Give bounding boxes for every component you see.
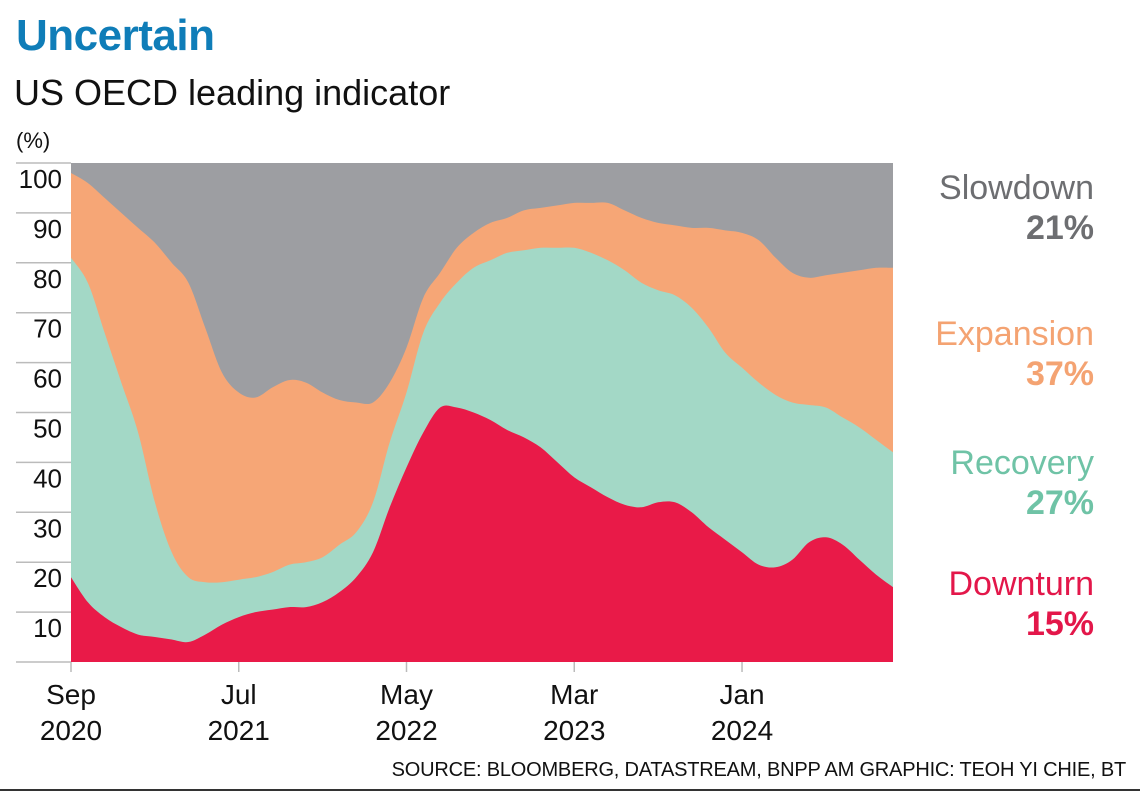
x-axis-ticks: Sep 2020 Jul 2021 May 2022 Mar 2023 Jan 2024 xyxy=(40,662,773,746)
x-tick-label-year: 2024 xyxy=(711,715,773,746)
y-tick-label: 100 xyxy=(19,164,62,194)
legend-expansion-label: Expansion xyxy=(935,315,1094,353)
legend-recovery-label: Recovery xyxy=(950,444,1094,482)
x-tick-label-year: 2023 xyxy=(543,715,605,746)
y-tick-label: 50 xyxy=(33,414,62,444)
x-tick-label-month: Sep xyxy=(46,679,96,710)
x-tick-label-year: 2021 xyxy=(208,715,270,746)
y-gridlines xyxy=(16,162,71,663)
legend-expansion: Expansion 37% xyxy=(935,314,1094,394)
bottom-divider xyxy=(0,789,1140,791)
y-tick-label: 30 xyxy=(33,513,62,543)
legend-slowdown: Slowdown 21% xyxy=(939,168,1094,248)
y-tick-label: 20 xyxy=(33,563,62,593)
area-layers xyxy=(71,163,893,662)
legend-expansion-value: 37% xyxy=(1025,355,1094,393)
chart-title: Uncertain xyxy=(16,11,215,60)
x-tick-label-month: Jul xyxy=(221,679,257,710)
legend-slowdown-label: Slowdown xyxy=(939,169,1094,207)
legend-downturn: Downturn 15% xyxy=(948,564,1094,644)
y-axis-unit-label: (%) xyxy=(16,128,51,153)
x-tick-label-month: May xyxy=(380,679,433,710)
y-tick-label: 90 xyxy=(33,214,62,244)
source-credit: SOURCE: BLOOMBERG, DATASTREAM, BNPP AM G… xyxy=(391,759,1127,781)
y-tick-label: 80 xyxy=(33,264,62,294)
x-tick-label-year: 2022 xyxy=(375,715,437,746)
chart-subtitle: US OECD leading indicator xyxy=(14,72,451,113)
y-tick-label: 70 xyxy=(33,314,62,344)
x-tick-label-month: Mar xyxy=(550,679,598,710)
legend-recovery-value: 27% xyxy=(1025,484,1094,522)
y-tick-label: 40 xyxy=(33,463,62,493)
legend-downturn-label: Downturn xyxy=(948,565,1094,603)
y-axis-ticks: 10 20 30 40 50 60 70 80 90 100 xyxy=(19,164,62,643)
legend-recovery: Recovery 27% xyxy=(950,443,1094,523)
y-tick-label: 10 xyxy=(33,613,62,643)
legend-downturn-value: 15% xyxy=(1025,605,1094,643)
y-tick-label: 60 xyxy=(33,364,62,394)
legend-slowdown-value: 21% xyxy=(1025,209,1094,247)
x-tick-label-year: 2020 xyxy=(40,715,102,746)
area-downturn xyxy=(71,405,893,662)
x-tick-label-month: Jan xyxy=(719,679,764,710)
